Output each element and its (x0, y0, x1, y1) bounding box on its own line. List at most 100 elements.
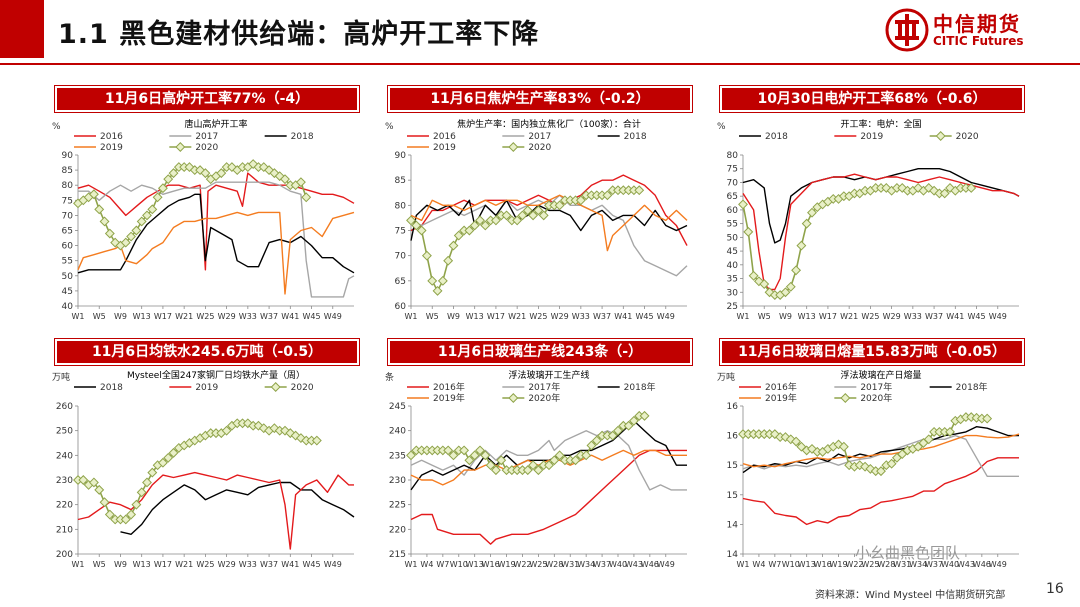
data-point (634, 410, 645, 421)
data-point (528, 460, 539, 471)
data-point (597, 430, 608, 441)
y-tick-label: 220 (56, 501, 73, 511)
x-tick-label: W16 (814, 560, 832, 569)
title-accent-bar (0, 0, 44, 58)
data-point (780, 287, 791, 298)
data-point (575, 195, 586, 206)
data-point (411, 220, 422, 231)
data-point (157, 183, 168, 194)
data-point (131, 499, 142, 510)
legend-label: 2020 (195, 143, 218, 153)
x-tick-label: W41 (614, 312, 632, 321)
y-tick-label: 16 (727, 432, 739, 442)
legend-marker (508, 142, 519, 152)
data-point (120, 514, 131, 525)
data-point (480, 220, 491, 231)
data-point (639, 410, 650, 421)
y-tick-label: 75 (727, 165, 738, 175)
data-point (280, 174, 290, 185)
x-tick-label: W28 (877, 560, 895, 569)
data-point (743, 226, 754, 237)
series-line-2019 (77, 211, 355, 295)
x-tick-label: W37 (593, 312, 611, 321)
data-point (623, 185, 634, 196)
data-point (453, 230, 464, 241)
x-tick-label: W22 (845, 560, 863, 569)
x-tick-label: W21 (508, 312, 526, 321)
x-tick-label: W1 (72, 560, 85, 569)
panel-title-c3: 10月30日电炉开工率68%（-0.6） (720, 86, 1024, 112)
data-point (775, 432, 786, 443)
series-line-2020年 (410, 415, 645, 471)
data-point (311, 435, 322, 446)
y-tick-label: 90 (395, 151, 407, 161)
chart-title: 开工率：电炉：全国 (840, 118, 921, 130)
data-point (748, 270, 759, 281)
y-tick-label: 55 (727, 220, 738, 230)
x-tick-label: W49 (657, 560, 675, 569)
data-point (528, 210, 539, 221)
data-point (490, 215, 501, 226)
x-tick-label: W13 (798, 560, 816, 569)
y-tick-label: 75 (62, 196, 73, 206)
data-point (501, 465, 512, 476)
data-point (966, 182, 977, 193)
data-point (607, 430, 618, 441)
x-tick-label: W31 (561, 560, 579, 569)
data-point (157, 457, 168, 468)
y-tick-label: 80 (395, 201, 407, 211)
y-tick-label: 14 (727, 520, 739, 530)
x-tick-label: W41 (281, 560, 299, 569)
chart-eaf-rate: % 开工率：电炉：全国 2018 2019 2020 25 30 35 40 45 50 55 60 65… (717, 118, 1020, 321)
x-tick-label: W29 (218, 312, 236, 321)
data-point (785, 281, 796, 292)
data-point (189, 165, 200, 176)
data-point (565, 455, 576, 466)
x-tick-label: W49 (324, 312, 342, 321)
x-tick-label: W21 (175, 560, 193, 569)
data-point (211, 428, 221, 439)
unit-label: 万吨 (52, 371, 70, 383)
y-tick-label: 50 (62, 272, 74, 282)
data-point (517, 465, 528, 476)
legend-label: 2018年 (624, 381, 656, 393)
data-point (427, 275, 438, 286)
legend-label: 2020 (528, 143, 551, 153)
legend-label: 2017年 (860, 381, 892, 393)
y-tick-label: 220 (389, 525, 406, 535)
y-tick-label: 260 (56, 402, 73, 412)
y-tick-label: 45 (727, 247, 738, 257)
y-tick-label: 235 (389, 451, 406, 461)
y-tick-label: 15 (727, 491, 738, 501)
y-tick-label: 65 (727, 192, 738, 202)
x-tick-label: W9 (447, 312, 460, 321)
data-point (923, 434, 934, 445)
x-tick-label: W40 (941, 560, 959, 569)
y-tick-label: 230 (389, 476, 406, 486)
series-line-2018年 (742, 426, 1019, 474)
data-point (205, 428, 216, 439)
data-point (801, 218, 812, 229)
x-tick-label: W17 (487, 312, 505, 321)
logo-text-en: CITIC Futures (933, 34, 1024, 48)
x-tick-label: W13 (133, 312, 151, 321)
data-point (120, 237, 131, 248)
chart-title: 唐山高炉开工率 (184, 118, 247, 130)
y-tick-label: 90 (62, 151, 74, 161)
data-point (586, 190, 597, 201)
legend-marker (935, 131, 946, 141)
x-tick-label: W21 (840, 312, 858, 321)
data-point (115, 514, 126, 525)
legend-label: 2018 (624, 132, 647, 142)
data-point (581, 450, 592, 461)
data-point (163, 174, 174, 185)
data-point (464, 455, 475, 466)
x-tick-label: W31 (893, 560, 911, 569)
x-tick-label: W37 (925, 560, 943, 569)
data-point (597, 190, 608, 201)
data-point (512, 215, 523, 226)
data-point (221, 162, 232, 173)
legend-marker (508, 393, 519, 403)
legend-label: 2017 (528, 132, 551, 142)
data-point (73, 475, 83, 485)
